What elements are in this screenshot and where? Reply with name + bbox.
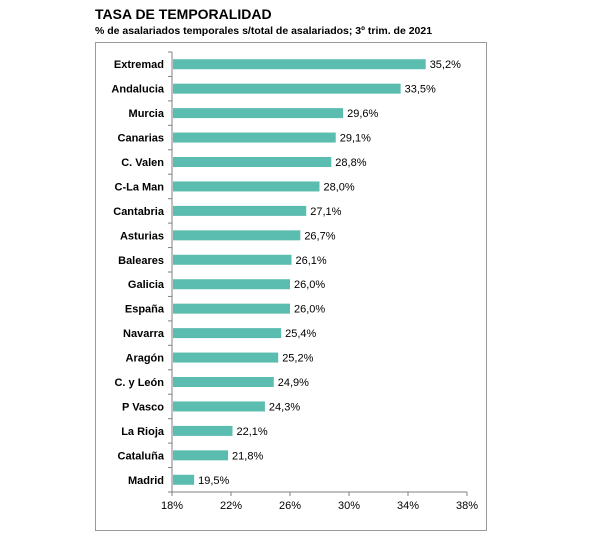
category-label: Canarias bbox=[118, 133, 164, 145]
category-label: Asturias bbox=[120, 230, 164, 242]
data-label: 24,3% bbox=[269, 401, 300, 413]
bar bbox=[173, 328, 282, 339]
data-label: 35,2% bbox=[430, 59, 461, 71]
data-label: 25,4% bbox=[285, 328, 316, 340]
x-tick-label: 18% bbox=[161, 500, 183, 512]
data-label: 19,5% bbox=[198, 475, 229, 487]
x-tick-label: 26% bbox=[279, 500, 301, 512]
data-label: 27,1% bbox=[310, 206, 341, 218]
bar bbox=[173, 181, 320, 192]
bar bbox=[173, 425, 233, 436]
x-tick-label: 30% bbox=[338, 500, 360, 512]
category-label: Navarra bbox=[123, 328, 165, 340]
data-label: 26,1% bbox=[295, 255, 326, 267]
data-label: 29,6% bbox=[347, 108, 378, 120]
data-label: 29,1% bbox=[340, 133, 371, 145]
category-label: Murcia bbox=[129, 108, 165, 120]
bar bbox=[173, 157, 332, 167]
data-label: 33,5% bbox=[405, 84, 436, 96]
chart-title: TASA DE TEMPORALIDAD bbox=[95, 6, 272, 22]
category-label: La Rioja bbox=[121, 426, 165, 438]
category-label: Baleares bbox=[118, 255, 164, 267]
category-label: Madrid bbox=[128, 475, 164, 487]
x-tick-label: 34% bbox=[397, 500, 419, 512]
x-tick-label: 38% bbox=[456, 500, 478, 512]
data-label: 24,9% bbox=[278, 377, 309, 389]
bar bbox=[173, 83, 401, 94]
bar bbox=[173, 401, 265, 412]
bar bbox=[173, 279, 290, 290]
bar bbox=[173, 205, 307, 216]
bar bbox=[173, 450, 229, 461]
chart-frame bbox=[95, 42, 487, 531]
data-label: 26,0% bbox=[294, 304, 325, 316]
data-label: 28,8% bbox=[335, 157, 366, 169]
bar bbox=[173, 230, 301, 241]
data-label: 25,2% bbox=[282, 353, 313, 365]
category-label: Aragón bbox=[126, 353, 165, 365]
bar bbox=[173, 132, 336, 143]
category-label: P Vasco bbox=[122, 401, 164, 413]
bar bbox=[173, 254, 292, 265]
bar bbox=[173, 352, 279, 363]
category-label: C. Valen bbox=[121, 157, 164, 169]
chart-subtitle: % de asalariados temporales s/total de a… bbox=[95, 25, 433, 37]
category-label: España bbox=[125, 304, 165, 316]
category-label: Cantabria bbox=[113, 206, 165, 218]
category-label: Extremad bbox=[114, 59, 164, 71]
category-label: Andalucia bbox=[111, 84, 164, 96]
bar bbox=[173, 59, 426, 70]
data-label: 26,0% bbox=[294, 279, 325, 291]
data-label: 21,8% bbox=[232, 450, 263, 462]
category-label: C-La Man bbox=[115, 181, 165, 193]
data-label: 26,7% bbox=[304, 230, 335, 242]
data-label: 22,1% bbox=[236, 426, 267, 438]
bar bbox=[173, 377, 274, 387]
bar bbox=[173, 108, 344, 119]
bar bbox=[173, 303, 290, 314]
x-tick-label: 22% bbox=[220, 500, 242, 512]
category-label: C. y León bbox=[114, 377, 164, 389]
bar bbox=[173, 474, 195, 485]
category-label: Galicia bbox=[128, 279, 165, 291]
data-label: 28,0% bbox=[324, 181, 355, 193]
category-label: Cataluña bbox=[118, 450, 165, 462]
